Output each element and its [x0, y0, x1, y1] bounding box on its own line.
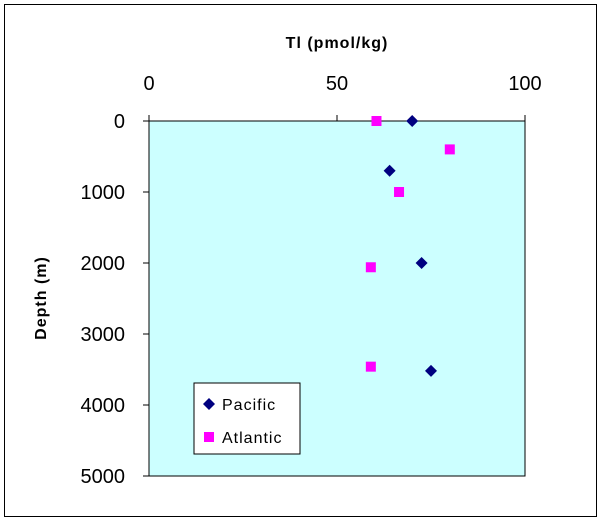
y-tick-label: 1000	[81, 182, 126, 204]
x-tick-label: 0	[143, 73, 154, 95]
data-point-pacific	[406, 115, 419, 127]
legend-label-atlantic: Atlantic	[222, 430, 282, 447]
data-point-atlantic	[365, 361, 376, 372]
legend-box	[193, 382, 301, 455]
points-group	[365, 115, 455, 377]
y-tick-label: 5000	[81, 466, 126, 488]
data-point-pacific	[383, 164, 396, 177]
x-tick-label: 100	[508, 73, 541, 95]
data-point-atlantic	[371, 116, 382, 126]
legend-marker-atlantic	[204, 432, 214, 442]
y-tick-label: 4000	[81, 395, 126, 417]
legend-label-pacific: Pacific	[222, 397, 276, 414]
data-point-pacific	[415, 257, 428, 269]
y-axis-title: Depth (m)	[33, 256, 50, 340]
legend-marker-pacific	[203, 398, 215, 410]
legend: Pacific Atlantic	[193, 382, 301, 455]
x-tick-label: 50	[326, 73, 348, 95]
data-point-atlantic	[444, 144, 455, 155]
x-axis-title: Tl (pmol/kg)	[286, 35, 389, 52]
data-point-atlantic	[394, 187, 405, 197]
data-point-atlantic	[365, 262, 376, 273]
y-tick-label: 3000	[81, 324, 126, 346]
y-tick-label: 0	[114, 111, 125, 133]
data-point-pacific	[425, 364, 437, 377]
y-tick-label: 2000	[81, 253, 126, 275]
